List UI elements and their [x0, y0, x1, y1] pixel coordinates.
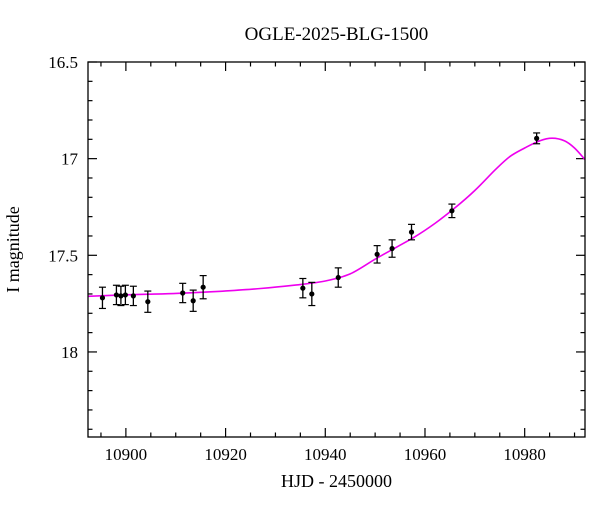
model-curve: [87, 137, 586, 298]
data-point: [300, 285, 306, 291]
x-tick-label: 10900: [105, 445, 148, 464]
model-curve-layer: [87, 137, 586, 298]
plot-frame: [87, 61, 586, 438]
data-point: [113, 292, 120, 298]
y-tick-label: 18: [61, 343, 78, 362]
data-point: [118, 293, 124, 299]
axis-tick-labels: 10900 10920 10940 10960 10980 16.5 17 17.5 18: [48, 53, 546, 464]
data-point: [389, 245, 395, 252]
data-point: [335, 274, 341, 281]
axis-ticks: [88, 61, 585, 437]
y-tick-label: 16.5: [48, 53, 78, 72]
data-point: [449, 208, 455, 214]
x-tick-label: 10960: [404, 445, 447, 464]
data-point: [180, 290, 186, 296]
x-tick-label: 10980: [503, 445, 546, 464]
data-point: [130, 293, 136, 299]
y-tick-label: 17.5: [48, 246, 78, 265]
data-point: [534, 135, 540, 141]
data-point: [122, 292, 128, 298]
chart-title: OGLE-2025-BLG-1500: [245, 24, 429, 45]
data-point: [99, 295, 106, 301]
x-tick-label: 10920: [204, 445, 247, 464]
data-point: [145, 299, 151, 305]
y-tick-label: 17: [61, 150, 79, 169]
x-axis-label: HJD - 2450000: [281, 471, 392, 491]
data-point: [200, 284, 206, 290]
data-point: [408, 229, 415, 235]
data-point: [374, 251, 380, 257]
data-point: [190, 298, 196, 304]
data-points-layer: [98, 132, 541, 313]
data-point: [309, 291, 315, 297]
y-axis-label: I magnitude: [3, 206, 23, 292]
x-tick-label: 10940: [304, 445, 347, 464]
